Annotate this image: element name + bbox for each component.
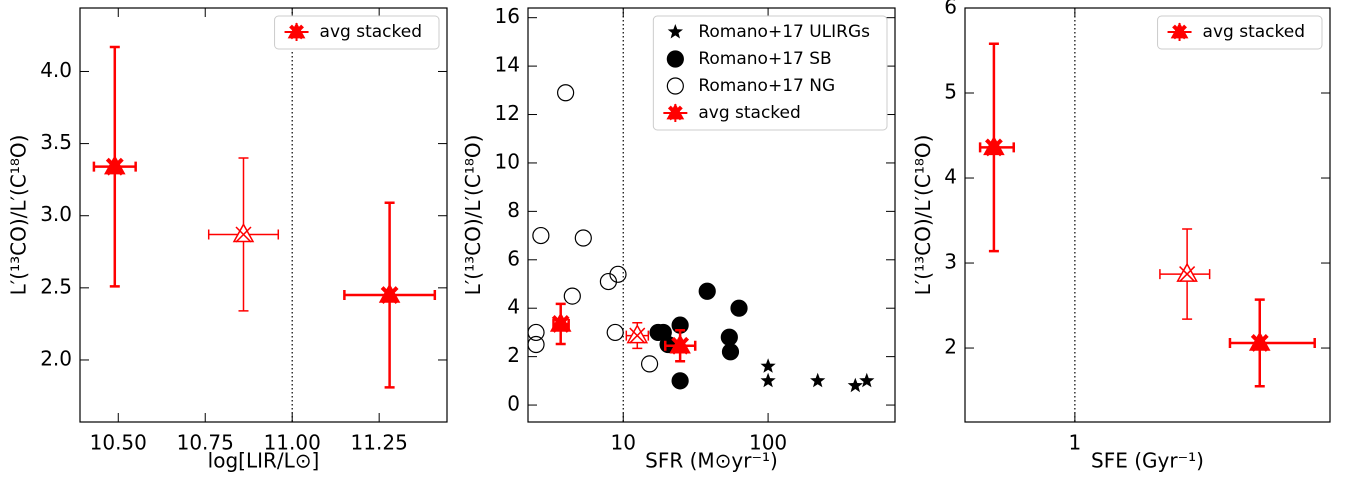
y-tick-label: 16: [495, 4, 520, 28]
plot-frame: [79, 7, 448, 423]
circle-marker: [721, 343, 740, 361]
legend-label: Romano+17 NG: [698, 76, 835, 96]
cross-marker: [235, 226, 252, 243]
circle-marker: [574, 229, 592, 247]
legend-label: Romano+17 ULIRGs: [698, 22, 870, 42]
y-tick-label: 4: [944, 165, 957, 189]
cross-marker: [629, 327, 646, 344]
x-axis-label: log[LIR/L⊙]: [208, 449, 320, 473]
star-marker: [859, 372, 875, 388]
y-tick-label: 8: [507, 198, 520, 222]
cross-marker: [667, 105, 683, 121]
y-tick-label: 14: [495, 53, 520, 77]
y-tick-label: 4: [507, 295, 520, 319]
legend-label: avg stacked: [1203, 22, 1305, 42]
cross-marker: [984, 138, 1003, 157]
circle-marker: [666, 77, 684, 95]
x-tick-label: 11.25: [351, 431, 408, 455]
y-tick-label: 2: [507, 343, 520, 367]
legend-frame: [652, 15, 888, 131]
cross-marker: [551, 315, 570, 333]
legend-frame: [1157, 15, 1323, 50]
y-tick-label: 12: [495, 101, 520, 125]
circle-marker: [557, 84, 575, 102]
plot-frame: [527, 7, 896, 423]
plot-frame: [964, 7, 1331, 423]
circle-marker: [606, 323, 624, 342]
y-tick-label: 4.0: [40, 58, 72, 82]
x-tick-label: 10.50: [90, 431, 147, 455]
panel: 10 100 0 2 4 6 8 10 12 14 16 SFR (M⊙yr⁻¹) L′(¹³CO)/L…: [461, 4, 896, 473]
x-error-bar: [1228, 337, 1316, 348]
y-tick-label: 0: [507, 392, 520, 416]
y-tick-label: 10: [495, 149, 520, 173]
circle-marker: [563, 287, 581, 305]
y-tick-label: 6: [507, 246, 520, 270]
circle-marker: [671, 372, 689, 390]
x-tick-label: 1: [1069, 431, 1082, 455]
y-tick-label: 2.0: [40, 346, 72, 370]
y-tick-label: 2: [944, 335, 957, 359]
y-tick-label: 6: [944, 0, 957, 19]
x-axis-label: SFE (Gyr⁻¹): [1091, 449, 1204, 473]
panel: 1 2 3 4 5 6 SFE (Gyr⁻¹) L′(¹³CO)/L′(C¹⁸O) avg st…: [911, 0, 1331, 473]
star-marker: [760, 372, 776, 388]
panel: 10.50 10.75 11.00 11.25 2.0 2.5 3.0 3.5 4.0 log[L…: [7, 7, 448, 473]
x-tick-label: 10.75: [177, 431, 234, 455]
legend: Romano+17 ULIRGs Romano+17 SB Romano+17 NG…: [652, 15, 888, 131]
legend-label: avg stacked: [320, 22, 422, 42]
y-axis-label: L′(¹³CO)/L′(C¹⁸O): [461, 135, 485, 296]
y-tick-label: 3: [944, 250, 957, 274]
star-marker: [810, 372, 826, 388]
y-tick-label: 3.0: [40, 202, 72, 226]
triangle-marker: [1176, 262, 1198, 282]
cross-marker: [380, 286, 399, 304]
cross-marker: [671, 336, 690, 355]
circle-marker: [532, 226, 550, 245]
legend-frame: [274, 15, 440, 50]
circle-marker: [527, 323, 545, 342]
circle-marker: [666, 50, 684, 68]
cross-marker: [1250, 334, 1269, 352]
cross-marker: [1172, 24, 1187, 40]
circle-marker: [720, 328, 738, 346]
triangle-marker: [232, 222, 255, 243]
circle-marker: [609, 265, 627, 283]
circle-marker: [640, 355, 659, 373]
star-marker: [847, 377, 863, 393]
triangle-marker: [626, 324, 649, 344]
star-marker: [760, 358, 776, 373]
legend-label: avg stacked: [698, 103, 800, 123]
legend-label: Romano+17 SB: [698, 49, 831, 69]
legend: avg stacked: [274, 15, 440, 50]
y-tick-label: 5: [944, 80, 957, 104]
y-tick-label: 2.5: [40, 274, 72, 298]
circle-marker: [527, 335, 545, 354]
x-tick-label: 100: [749, 431, 787, 455]
y-tick-label: 3.5: [40, 130, 72, 154]
x-tick-label: 10: [611, 431, 636, 455]
legend: avg stacked: [1157, 15, 1323, 50]
cross-marker: [105, 157, 124, 176]
cross-marker: [289, 24, 304, 40]
cross-marker: [1179, 266, 1196, 283]
circle-marker: [698, 282, 716, 300]
x-axis-label: SFR (M⊙yr⁻¹): [645, 449, 778, 473]
circle-marker: [730, 299, 748, 317]
star-marker: [667, 24, 683, 39]
y-axis-label: L′(¹³CO)/L′(C¹⁸O): [7, 135, 31, 296]
y-axis-label: L′(¹³CO)/L′(C¹⁸O): [911, 135, 935, 296]
x-tick-label: 11.00: [264, 431, 321, 455]
